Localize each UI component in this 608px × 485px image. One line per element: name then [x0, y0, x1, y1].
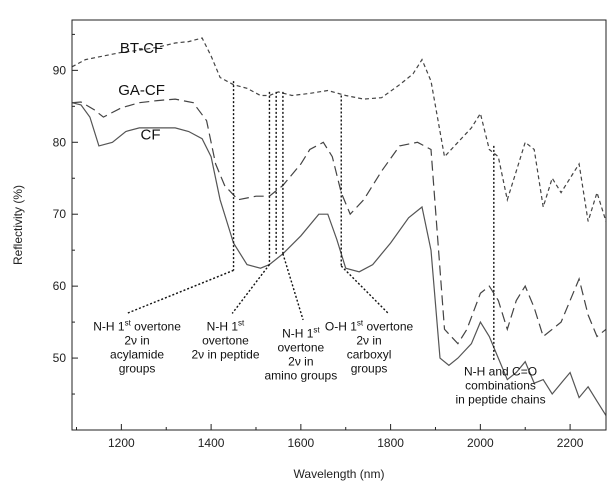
x-axis-title: Wavelength (nm) [294, 467, 385, 481]
series-label-ga-cf: GA-CF [118, 82, 165, 99]
annotation-text: carboxyl [347, 347, 392, 361]
annotation-text: overtone [202, 333, 249, 347]
annotation-text: N-H 1st overtone [93, 318, 181, 333]
x-tick-label: 1600 [288, 436, 315, 450]
series-label-bt-cf: BT-CF [120, 40, 163, 57]
annotation-text: 2ν in peptide [191, 347, 259, 361]
annotation-leader [231, 264, 271, 314]
annotation-text: 2ν in [356, 333, 381, 347]
x-axis: 1200 1400 1600 1800 2000 2200 [75, 424, 584, 450]
annotation-text: overtone [278, 341, 325, 355]
y-tick-label: 50 [53, 351, 67, 365]
series-line-bt-cf [71, 37, 607, 222]
annotation-text: groups [119, 361, 156, 375]
annotation-text: N-H 1st [207, 318, 245, 333]
annotation-text: N-H 1st [282, 326, 320, 341]
annotation-text: combinations [465, 379, 536, 393]
annotation-text: groups [351, 361, 388, 375]
series-line-cf [71, 102, 607, 416]
y-tick-label: 80 [53, 135, 67, 149]
annotation-text: 2ν in [124, 333, 149, 347]
x-tick-label: 2200 [557, 436, 584, 450]
annotation-text: O-H 1st overtone [325, 318, 414, 333]
plot-frame [71, 19, 607, 431]
series-label-cf: CF [141, 126, 161, 143]
annotation-leader [282, 253, 304, 321]
annotation-text: acylamide [110, 347, 164, 361]
plot-area [71, 37, 607, 416]
annotation-text: in peptide chains [456, 393, 546, 407]
x-tick-label: 1200 [108, 436, 135, 450]
annotation-leader [340, 265, 389, 314]
x-tick-label: 2000 [467, 436, 494, 450]
y-axis: 50 60 70 80 90 [53, 33, 78, 395]
series-line-ga-cf [71, 98, 607, 345]
y-tick-label: 70 [53, 207, 67, 221]
series-labels: BT-CF GA-CF CF [118, 40, 165, 143]
y-tick-label: 60 [53, 279, 67, 293]
annotation-text: 2ν in [288, 355, 313, 369]
annotation-text: amino groups [264, 369, 337, 383]
annotation-leader [126, 269, 234, 315]
y-axis-title: Reflectivity (%) [11, 185, 25, 265]
annotation-text: N-H and C=O [464, 365, 537, 379]
x-tick-label: 1400 [198, 436, 225, 450]
x-tick-label: 1800 [377, 436, 404, 450]
y-tick-label: 90 [53, 63, 67, 77]
